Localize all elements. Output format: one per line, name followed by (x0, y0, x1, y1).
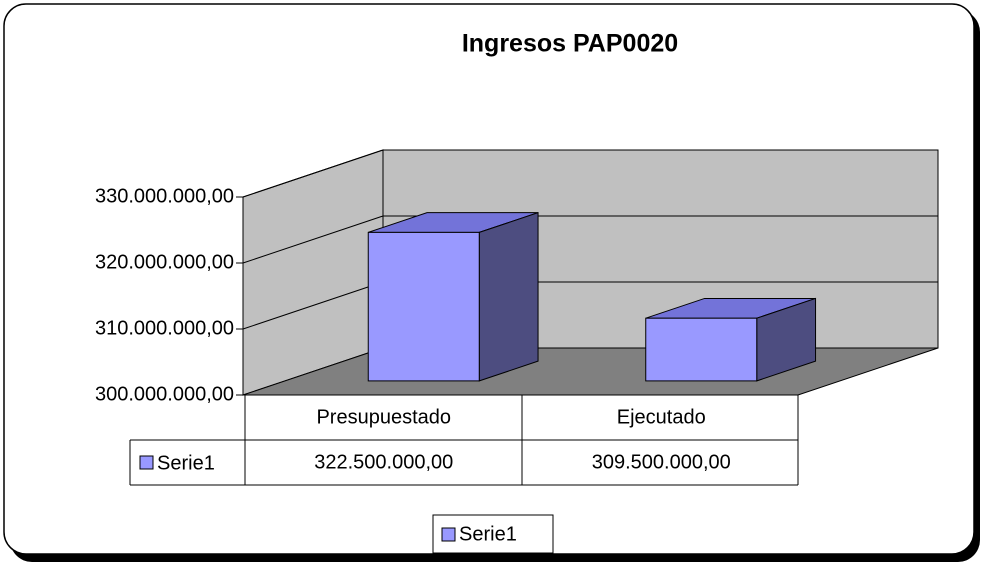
grid-line (242, 149, 938, 198)
grid-line (242, 215, 938, 264)
table-legend-key (139, 455, 154, 470)
bar (645, 317, 758, 382)
chart-title: Ingresos PAP0020 (462, 30, 678, 58)
table-series-name: Serie1 (157, 452, 215, 474)
data-table (129, 395, 799, 486)
table-value: 322.500.000,00 (314, 451, 453, 473)
bar (367, 231, 480, 382)
y-tick-label: 310.000.000,00 (95, 317, 234, 339)
legend-label: Serie1 (459, 523, 517, 545)
x-tick-label: Presupuestado (316, 406, 451, 428)
x-tick-label: Ejecutado (617, 406, 706, 428)
table-value: 309.500.000,00 (592, 451, 731, 473)
y-tick-label: 320.000.000,00 (95, 251, 234, 273)
legend (432, 514, 554, 554)
y-tick-label: 330.000.000,00 (95, 185, 234, 207)
y-tick-label: 300.000.000,00 (95, 383, 234, 405)
bar-side (478, 211, 539, 382)
legend-key (441, 527, 456, 542)
